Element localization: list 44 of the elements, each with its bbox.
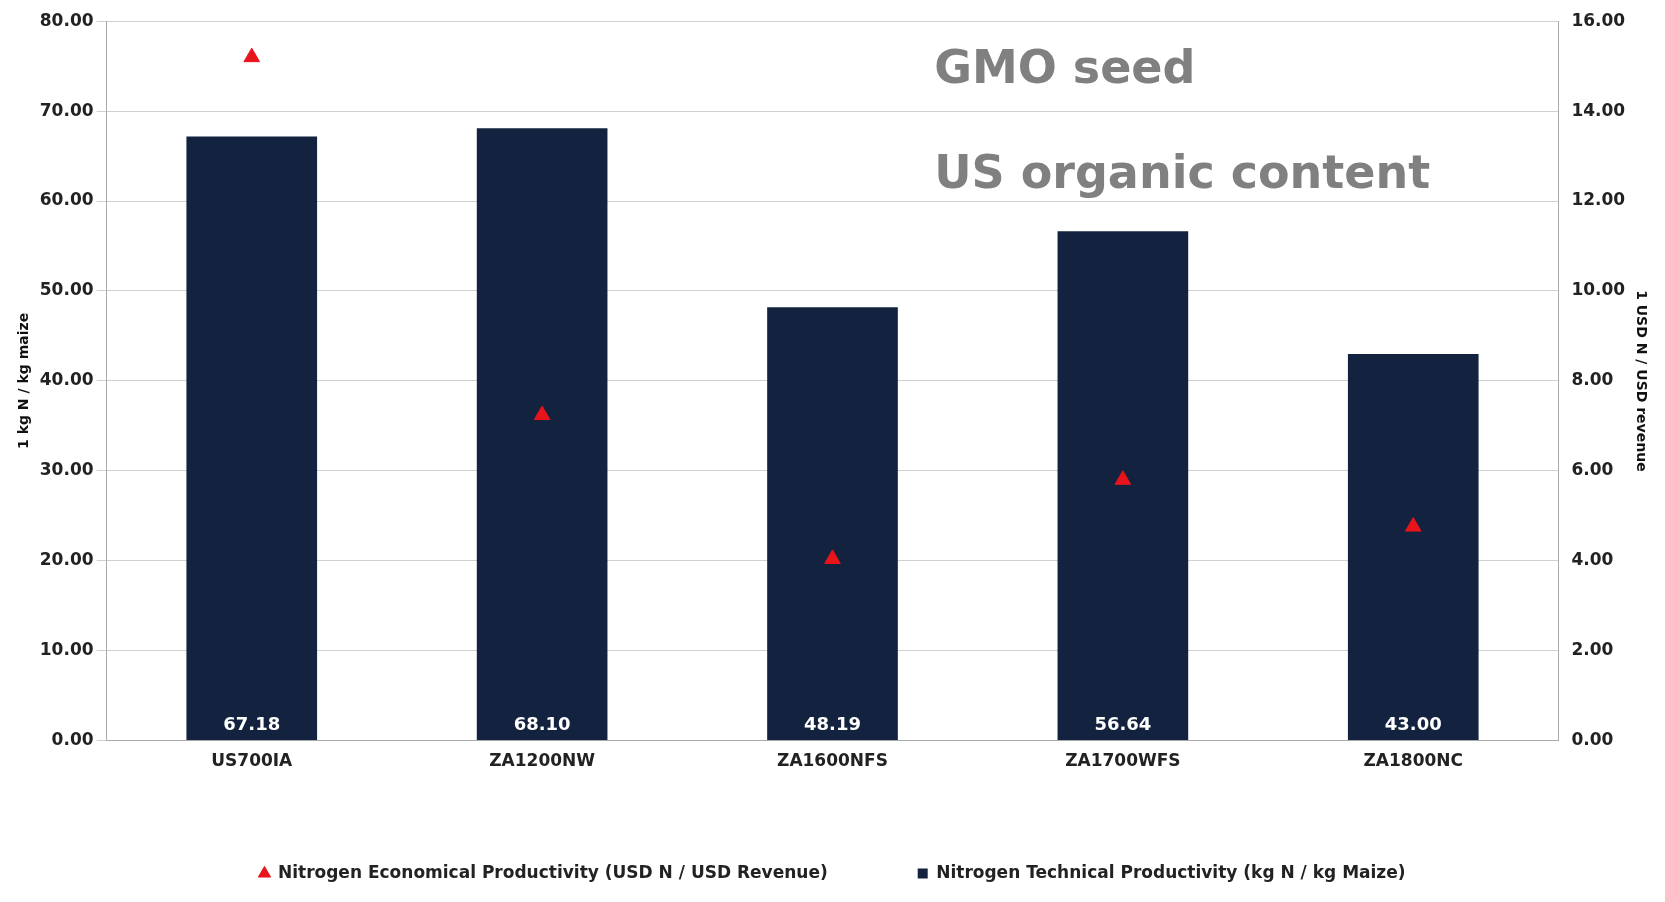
y-axis-title: 1 kg N / kg maize — [15, 312, 32, 449]
point — [1404, 517, 1422, 532]
y2-tick-label: 4.00 — [1571, 549, 1614, 570]
data-label: 43.00 — [1384, 713, 1442, 735]
x-tick-label: US700IA — [211, 750, 294, 771]
data-label: 48.19 — [804, 713, 861, 735]
y2-tick-label: 14.00 — [1571, 99, 1626, 120]
point — [243, 47, 261, 63]
bar — [767, 307, 898, 741]
y-tick-label: 30.00 — [39, 459, 94, 480]
y-tick-label: 50.00 — [39, 279, 94, 300]
y-tick-label: 10.00 — [39, 639, 94, 660]
point — [824, 549, 841, 564]
y2-tick-label: 0.00 — [1571, 729, 1614, 750]
annotation: GMO seed — [934, 40, 1196, 95]
y2-tick-label: 12.00 — [1571, 189, 1626, 210]
y2-tick-label: 6.00 — [1571, 459, 1614, 480]
y2-axis-title: 1 USD N / USD revenue — [1633, 290, 1650, 472]
y-tick-label: 0.00 — [51, 729, 94, 750]
data-label: 56.64 — [1094, 713, 1152, 735]
data-label: 67.18 — [223, 713, 281, 735]
data-label: 68.10 — [513, 713, 571, 735]
y-tick-label: 80.00 — [39, 9, 94, 30]
bar — [1057, 231, 1189, 741]
point — [533, 405, 551, 421]
y2-tick-label: 2.00 — [1571, 639, 1614, 660]
y-tick-label: 20.00 — [39, 549, 94, 570]
legend-label: Nitrogen Technical Productivity (kg N / kg Maize) — [936, 861, 1406, 882]
point — [1114, 470, 1132, 485]
x-tick-label: ZA1200NW — [489, 750, 596, 771]
x-tick-label: ZA1700WFS — [1065, 750, 1181, 771]
bar — [186, 136, 318, 741]
y-tick-label: 60.00 — [39, 189, 94, 210]
x-tick-label: ZA1800NC — [1363, 750, 1463, 771]
y-tick-label: 70.00 — [39, 99, 94, 120]
annotation: US organic content — [934, 145, 1431, 200]
y2-tick-label: 16.00 — [1571, 9, 1626, 30]
bar — [1347, 353, 1479, 741]
y2-tick-label: 8.00 — [1571, 369, 1614, 390]
y2-tick-label: 10.00 — [1571, 279, 1626, 300]
bar — [476, 128, 608, 741]
x-tick-label: ZA1600NFS — [777, 750, 888, 771]
y-tick-label: 40.00 — [39, 369, 94, 390]
legend-label: Nitrogen Economical Productivity (USD N / USD Revenue) — [277, 861, 828, 882]
